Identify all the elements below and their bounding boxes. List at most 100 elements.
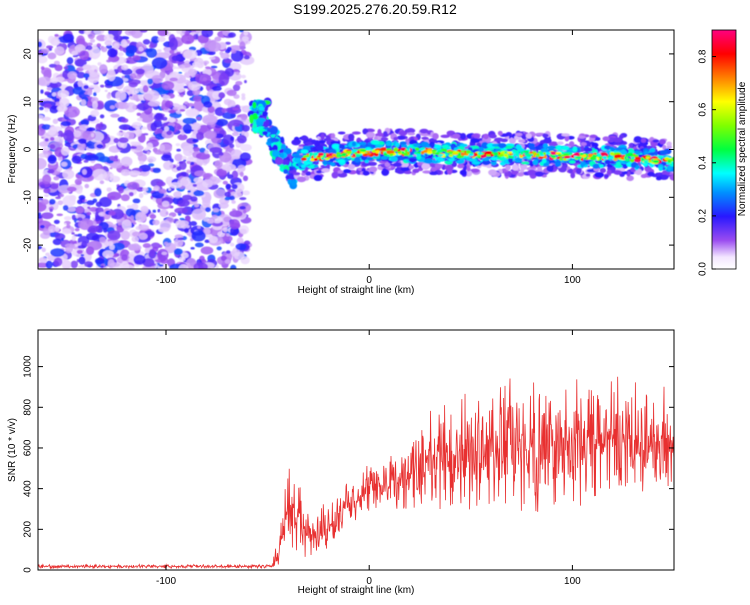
signal-band-cell (568, 160, 576, 164)
signal-band-cell (329, 148, 337, 154)
noise-speckle (73, 83, 79, 88)
noise-speckle (121, 64, 129, 71)
noise-speckle (94, 257, 105, 265)
noise-speckle (182, 194, 193, 201)
noise-speckle (151, 35, 160, 44)
noise-speckle (142, 243, 151, 249)
noise-speckle (161, 200, 170, 208)
noise-speckle (194, 242, 204, 248)
signal-halo-cell (292, 172, 301, 176)
noise-speckle (179, 108, 186, 112)
signal-halo-cell (606, 169, 612, 176)
noise-speckle (229, 242, 235, 247)
noise-speckle (129, 93, 133, 97)
noise-speckle (75, 206, 85, 214)
noise-speckle (41, 247, 46, 253)
noise-speckle (121, 254, 128, 261)
colorbar-tick-label: 0.2 (698, 209, 709, 223)
noise-speckle (218, 152, 224, 156)
noise-speckle (236, 134, 247, 144)
signal-halo-cell (511, 164, 519, 171)
noise-speckle (192, 183, 197, 187)
noise-speckle (184, 101, 189, 105)
signal-halo-cell (612, 137, 623, 143)
noise-speckle (166, 130, 173, 136)
signal-band-cell (580, 161, 586, 167)
signal-halo-cell (604, 174, 609, 178)
noise-speckle (38, 50, 44, 54)
noise-speckle (202, 217, 210, 222)
noise-speckle (161, 154, 172, 162)
noise-speckle (53, 257, 63, 267)
noise-speckle (229, 195, 236, 201)
noise-speckle (126, 181, 140, 190)
noise-speckle (239, 152, 251, 162)
noise-speckle (59, 193, 64, 198)
noise-speckle (84, 183, 90, 189)
noise-speckle (174, 84, 186, 93)
noise-speckle (50, 248, 65, 257)
noise-speckle (48, 225, 56, 233)
noise-speckle (86, 200, 95, 206)
noise-speckle (142, 85, 149, 93)
signal-band-cell (643, 150, 649, 156)
signal-core-cell (587, 153, 593, 157)
noise-speckle (159, 209, 169, 218)
noise-speckle (136, 151, 144, 157)
noise-speckle (38, 157, 47, 170)
noise-speckle (40, 184, 46, 189)
noise-speckle (203, 228, 211, 235)
signal-band-cell (592, 163, 600, 169)
noise-speckle (173, 248, 183, 255)
noise-speckle (204, 149, 209, 155)
signal-halo-cell (365, 131, 376, 138)
noise-speckle (57, 184, 73, 194)
signal-halo-cell (488, 134, 497, 139)
signal-band-cell (649, 147, 656, 153)
signal-halo-cell (514, 132, 523, 137)
noise-speckle (175, 143, 181, 147)
signal-halo-cell (457, 163, 465, 169)
signal-band-cell (386, 141, 391, 146)
noise-speckle (106, 187, 112, 192)
noise-speckle (100, 84, 105, 88)
noise-speckle (146, 156, 157, 163)
signal-band-cell (313, 164, 319, 168)
noise-speckle (191, 208, 207, 221)
noise-speckle (130, 30, 143, 39)
spectrogram-ytick-label: 0 (23, 146, 34, 152)
noise-speckle (126, 60, 130, 64)
noise-speckle (61, 228, 72, 235)
signal-band-cell (408, 157, 417, 163)
signal-band-cell (351, 141, 357, 147)
noise-speckle (224, 41, 231, 45)
noise-speckle (178, 220, 189, 226)
noise-speckle (229, 219, 240, 230)
noise-speckle (215, 264, 219, 269)
noise-speckle (189, 221, 197, 227)
noise-speckle (120, 156, 133, 167)
noise-speckle (192, 138, 199, 143)
noise-speckle (229, 45, 243, 51)
noise-speckle (239, 197, 247, 201)
noise-speckle (189, 161, 195, 166)
noise-speckle (176, 30, 183, 35)
noise-speckle (41, 198, 49, 205)
noise-speckle (187, 190, 191, 193)
noise-speckle (49, 183, 59, 190)
noise-speckle (192, 122, 201, 131)
signal-halo-cell (580, 142, 587, 146)
spectrogram-ytick-label: 20 (23, 48, 34, 60)
noise-speckle (135, 98, 139, 102)
noise-speckle (78, 256, 86, 265)
signal-band-cell (364, 159, 369, 164)
noise-speckle (164, 100, 174, 109)
signal-band-cell (635, 165, 641, 169)
noise-speckle (202, 114, 218, 125)
signal-band-cell (471, 161, 481, 165)
noise-speckle (179, 160, 187, 170)
signal-band-cell (390, 156, 398, 162)
noise-speckle (71, 155, 82, 164)
noise-speckle (222, 227, 228, 233)
noise-speckle (164, 242, 177, 254)
